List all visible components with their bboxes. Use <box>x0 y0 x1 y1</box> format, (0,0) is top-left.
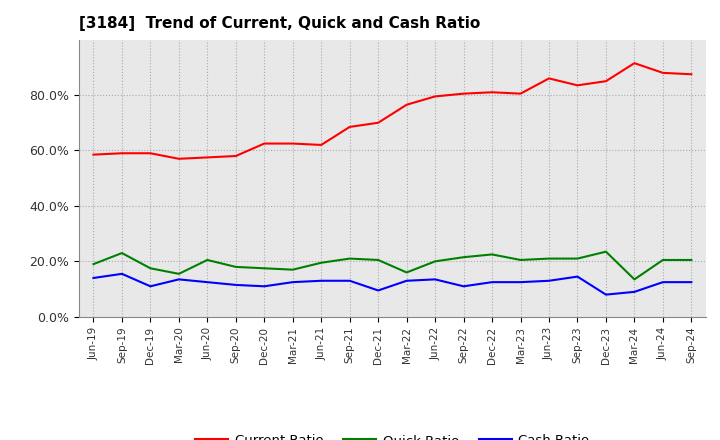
Cash Ratio <box>431 277 439 282</box>
Cash Ratio <box>374 288 382 293</box>
Cash Ratio <box>174 277 183 282</box>
Cash Ratio <box>146 284 155 289</box>
Current Ratio <box>260 141 269 146</box>
Quick Ratio <box>545 256 554 261</box>
Current Ratio <box>146 150 155 156</box>
Quick Ratio <box>573 256 582 261</box>
Quick Ratio <box>431 259 439 264</box>
Quick Ratio <box>89 261 98 267</box>
Quick Ratio <box>459 255 468 260</box>
Quick Ratio <box>174 271 183 276</box>
Current Ratio <box>630 61 639 66</box>
Cash Ratio <box>459 284 468 289</box>
Current Ratio <box>402 102 411 107</box>
Cash Ratio <box>602 292 611 297</box>
Cash Ratio <box>117 271 126 276</box>
Current Ratio <box>289 141 297 146</box>
Line: Current Ratio: Current Ratio <box>94 63 691 159</box>
Current Ratio <box>487 90 496 95</box>
Cash Ratio <box>89 275 98 281</box>
Text: [3184]  Trend of Current, Quick and Cash Ratio: [3184] Trend of Current, Quick and Cash … <box>79 16 480 32</box>
Cash Ratio <box>687 279 696 285</box>
Current Ratio <box>117 150 126 156</box>
Quick Ratio <box>374 257 382 263</box>
Quick Ratio <box>289 267 297 272</box>
Current Ratio <box>232 154 240 159</box>
Current Ratio <box>431 94 439 99</box>
Cash Ratio <box>402 278 411 283</box>
Line: Cash Ratio: Cash Ratio <box>94 274 691 295</box>
Current Ratio <box>573 83 582 88</box>
Cash Ratio <box>260 284 269 289</box>
Legend: Current Ratio, Quick Ratio, Cash Ratio: Current Ratio, Quick Ratio, Cash Ratio <box>190 429 595 440</box>
Cash Ratio <box>346 278 354 283</box>
Quick Ratio <box>402 270 411 275</box>
Quick Ratio <box>232 264 240 270</box>
Current Ratio <box>174 156 183 161</box>
Quick Ratio <box>630 277 639 282</box>
Current Ratio <box>545 76 554 81</box>
Current Ratio <box>659 70 667 76</box>
Quick Ratio <box>516 257 525 263</box>
Cash Ratio <box>232 282 240 288</box>
Quick Ratio <box>117 250 126 256</box>
Current Ratio <box>374 120 382 125</box>
Line: Quick Ratio: Quick Ratio <box>94 252 691 279</box>
Current Ratio <box>516 91 525 96</box>
Cash Ratio <box>659 279 667 285</box>
Current Ratio <box>687 72 696 77</box>
Cash Ratio <box>317 278 325 283</box>
Quick Ratio <box>317 260 325 265</box>
Quick Ratio <box>687 257 696 263</box>
Quick Ratio <box>260 266 269 271</box>
Cash Ratio <box>545 278 554 283</box>
Cash Ratio <box>516 279 525 285</box>
Quick Ratio <box>659 257 667 263</box>
Cash Ratio <box>203 279 212 285</box>
Current Ratio <box>602 78 611 84</box>
Current Ratio <box>89 152 98 157</box>
Current Ratio <box>459 91 468 96</box>
Quick Ratio <box>346 256 354 261</box>
Quick Ratio <box>602 249 611 254</box>
Current Ratio <box>317 142 325 147</box>
Cash Ratio <box>487 279 496 285</box>
Current Ratio <box>346 124 354 129</box>
Cash Ratio <box>289 279 297 285</box>
Quick Ratio <box>203 257 212 263</box>
Cash Ratio <box>573 274 582 279</box>
Cash Ratio <box>630 289 639 294</box>
Current Ratio <box>203 155 212 160</box>
Quick Ratio <box>487 252 496 257</box>
Quick Ratio <box>146 266 155 271</box>
